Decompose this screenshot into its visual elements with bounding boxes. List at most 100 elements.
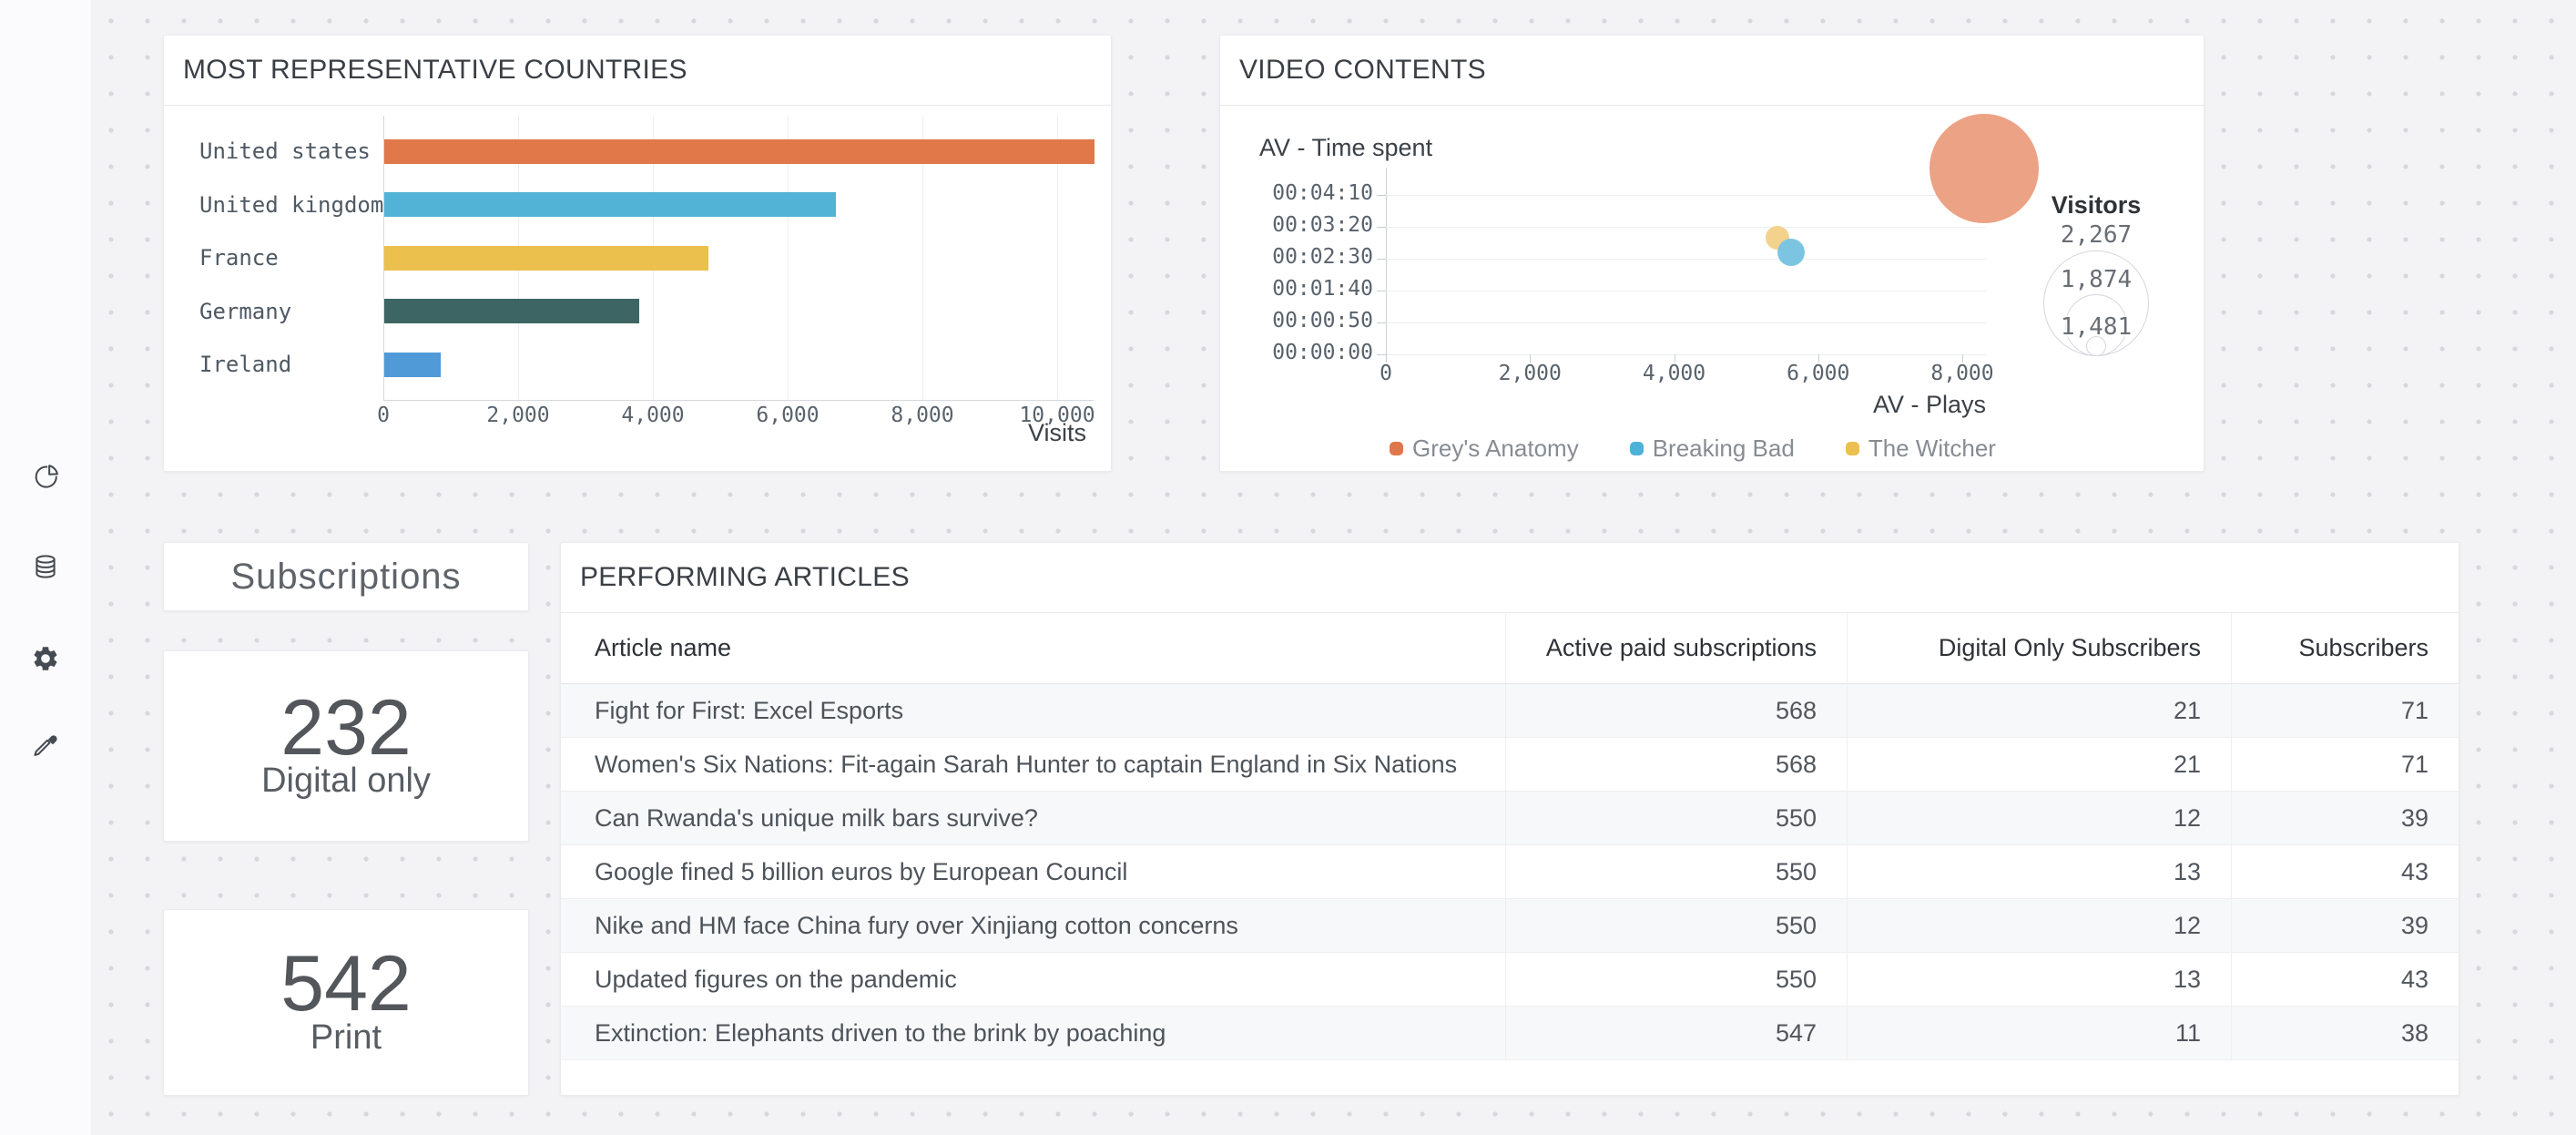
column-header-2[interactable]: Digital Only Subscribers: [1847, 613, 2231, 683]
x-tick-mark: [1962, 354, 1963, 363]
table-row[interactable]: Can Rwanda's unique milk bars survive? 55…: [561, 792, 2459, 845]
vertical-gridline: [788, 116, 789, 400]
horizontal-gridline: [1386, 227, 1986, 228]
cell-value: 13: [1847, 845, 2231, 898]
table-row[interactable]: Google fined 5 billion euros by European…: [561, 845, 2459, 899]
y-tick-label: 00:01:40: [1272, 277, 1373, 301]
horizontal-gridline: [1386, 195, 1986, 196]
cell-value: 43: [2231, 845, 2459, 898]
digital-only-value: 232: [280, 683, 412, 772]
y-tick-label: 00:02:30: [1272, 245, 1373, 269]
legend-label: Grey's Anatomy: [1412, 435, 1579, 462]
card-title: PERFORMING ARTICLES: [580, 562, 910, 592]
digital-only-kpi-card: 232 Digital only: [163, 650, 529, 842]
table-header-row: Article name Active paid subscriptions Dig…: [561, 613, 2459, 684]
size-legend-value-min: 1,481: [2060, 313, 2133, 341]
bubble-grey-s-anatomy[interactable]: [1929, 114, 2039, 224]
cell-article-name: Nike and HM face China fury over Xinjian…: [595, 911, 1238, 939]
x-tick-label: 6,000: [1787, 362, 1850, 385]
cell-value: 550: [1505, 899, 1847, 952]
subscriptions-header-card: Subscriptions: [163, 542, 529, 611]
x-tick-label: 0: [1380, 362, 1392, 385]
card-header: VIDEO CONTENTS: [1220, 36, 2204, 106]
cell-article-name: Women's Six Nations: Fit-again Sarah Hun…: [595, 750, 1458, 778]
bar-category-label: Ireland: [199, 352, 292, 377]
x-axis-line: [383, 400, 1094, 401]
bar-united-kingdom[interactable]: [384, 192, 836, 217]
x-tick-mark: [1817, 354, 1819, 363]
cell-value: 71: [2231, 684, 2459, 737]
cell-value: 39: [2231, 899, 2459, 952]
legend-item-breaking-bad[interactable]: Breaking Bad: [1629, 435, 1795, 463]
x-tick-label: 8,000: [891, 404, 954, 427]
y-tick-label: 00:00:50: [1272, 309, 1373, 332]
x-tick-label: 4,000: [1642, 362, 1706, 385]
cell-value: 12: [1847, 792, 2231, 844]
legend-swatch-icon: [1629, 442, 1644, 455]
y-tick-label: 00:00:00: [1272, 341, 1373, 364]
eyedropper-icon[interactable]: [31, 732, 60, 762]
cell-article-name: Google fined 5 billion euros by European…: [595, 857, 1128, 885]
bar-category-label: United states: [199, 138, 371, 164]
database-icon[interactable]: [31, 552, 60, 581]
cell-article-name: Extinction: Elephants driven to the brin…: [595, 1018, 1166, 1047]
x-tick-label: 2,000: [1498, 362, 1562, 385]
column-header-1[interactable]: Active paid subscriptions: [1505, 613, 1847, 683]
bar-category-label: France: [199, 245, 279, 271]
table-row[interactable]: Extinction: Elephants driven to the brin…: [561, 1007, 2459, 1060]
cell-article-name: Updated figures on the pandemic: [595, 965, 957, 993]
cell-value: 550: [1505, 953, 1847, 1006]
table-row[interactable]: Fight for First: Excel Esports 568 21 71: [561, 684, 2459, 738]
bar-ireland[interactable]: [384, 352, 442, 377]
size-legend-title: Visitors: [2051, 191, 2142, 219]
bar-category-label: Germany: [199, 298, 292, 324]
cell-value: 43: [2231, 953, 2459, 1006]
y-tick-label: 00:03:20: [1272, 213, 1373, 237]
vertical-gridline: [1057, 116, 1058, 400]
y-axis-line: [383, 116, 384, 400]
table-row[interactable]: Women's Six Nations: Fit-again Sarah Hun…: [561, 738, 2459, 792]
cell-value: 12: [1847, 899, 2231, 952]
cell-value: 550: [1505, 845, 1847, 898]
x-tick-label: 4,000: [621, 404, 685, 427]
digital-only-label: Digital only: [261, 762, 431, 801]
legend-item-grey-s-anatomy[interactable]: Grey's Anatomy: [1390, 435, 1579, 463]
bar-category-label: United kingdom: [199, 191, 384, 218]
table-row[interactable]: Nike and HM face China fury over Xinjian…: [561, 899, 2459, 953]
card-title: VIDEO CONTENTS: [1239, 55, 1486, 85]
legend-item-the-witcher[interactable]: The Witcher: [1845, 435, 1996, 463]
y-tick-mark: [1377, 227, 1386, 228]
print-value: 542: [280, 940, 412, 1028]
size-legend-value-max: 2,267: [2060, 221, 2133, 249]
x-axis-title: AV - Plays: [1872, 391, 1986, 418]
x-tick-mark: [1386, 354, 1387, 363]
card-header: PERFORMING ARTICLES: [561, 543, 2459, 613]
bar-germany[interactable]: [384, 299, 639, 323]
legend-label: Breaking Bad: [1652, 435, 1795, 462]
y-axis-line: [1386, 168, 1387, 355]
card-title: MOST REPRESENTATIVE COUNTRIES: [183, 55, 687, 85]
settings-gear-icon[interactable]: [31, 644, 60, 673]
vertical-gridline: [922, 116, 923, 400]
bar-united-states[interactable]: [384, 138, 1095, 164]
most-representative-countries-card: MOST REPRESENTATIVE COUNTRIES 0 2,000 4,00…: [163, 35, 1112, 472]
bar-france[interactable]: [384, 245, 708, 271]
legend-swatch-icon: [1845, 442, 1859, 455]
bubble-chart-plot: AV - Time spent AV - Plays Visitors 2,26…: [1220, 36, 2204, 471]
cell-article-name: Fight for First: Excel Esports: [595, 696, 904, 724]
x-tick-label: 2,000: [486, 404, 550, 427]
column-header-article-name[interactable]: Article name: [595, 634, 732, 661]
column-header-3[interactable]: Subscribers: [2231, 613, 2459, 683]
cell-value: 39: [2231, 792, 2459, 844]
cell-value: 38: [2231, 1007, 2459, 1059]
bubble-breaking-bad[interactable]: [1777, 239, 1805, 266]
pie-chart-icon[interactable]: [31, 462, 60, 491]
sidebar: [0, 0, 92, 1135]
horizontal-gridline: [1386, 259, 1986, 260]
articles-table: Article name Active paid subscriptions Dig…: [561, 613, 2459, 1060]
performing-articles-card: PERFORMING ARTICLES Article name Active p…: [560, 542, 2459, 1096]
cell-value: 21: [1847, 738, 2231, 791]
card-header: MOST REPRESENTATIVE COUNTRIES: [164, 36, 1111, 106]
table-row[interactable]: Updated figures on the pandemic 550 13 43: [561, 953, 2459, 1007]
video-contents-card: VIDEO CONTENTS AV - Time spent AV - Play…: [1219, 35, 2204, 472]
